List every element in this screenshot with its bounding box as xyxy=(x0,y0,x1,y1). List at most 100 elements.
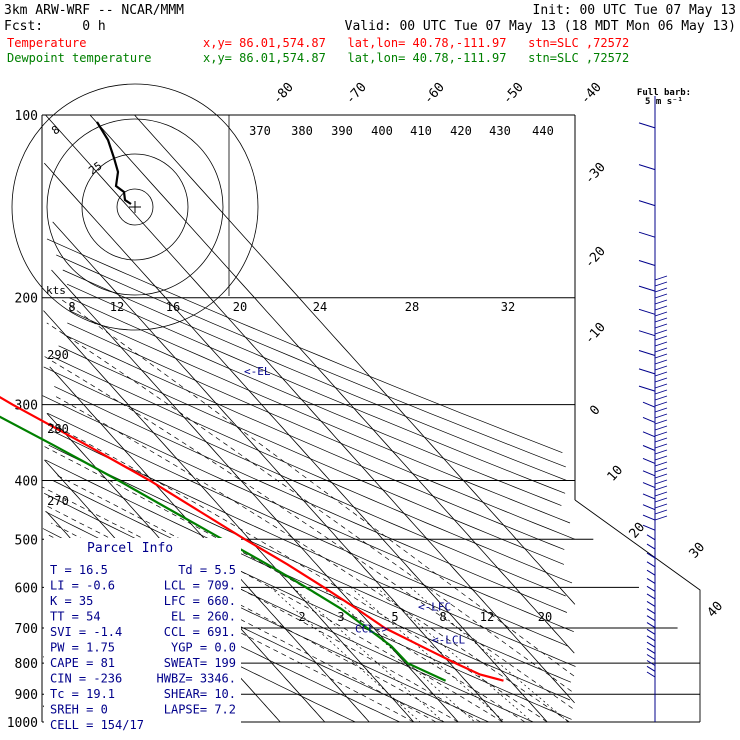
mixing-ratio-line xyxy=(292,587,444,723)
wind-barb xyxy=(654,299,668,305)
isotherm-tick-label: -20 xyxy=(582,244,609,271)
wind-barb xyxy=(654,275,668,281)
dry-adiabat xyxy=(49,429,576,667)
hodograph-ring xyxy=(46,118,224,296)
wind-barb xyxy=(654,449,668,455)
wind-barb xyxy=(654,329,668,335)
sounding-traces: <-EL <-LFC <-LCL CCL-> xyxy=(0,365,504,682)
mixing-ratio-tick-label: 3 xyxy=(337,610,344,624)
wind-barb xyxy=(642,416,656,423)
wind-barb xyxy=(654,317,668,323)
dry-adiabat xyxy=(63,334,565,550)
pressure-tick-label: 900 xyxy=(15,688,38,703)
wind-barb xyxy=(646,654,656,660)
parcel-info-panel: Parcel Info T = 16.5 Td = 5.5 LI = -0.6 LCL… xyxy=(44,538,241,732)
wind-barb xyxy=(646,585,656,592)
dry-adiabat xyxy=(69,310,571,524)
wind-barb xyxy=(642,445,656,451)
parcel-info-right-value: HWBZ= 3346. xyxy=(157,672,236,686)
wind-barb xyxy=(654,371,668,377)
wind-barb xyxy=(638,122,656,129)
isotherm-line xyxy=(44,162,548,723)
header: 3km ARW-WRF -- NCAR/MMM Init: 00 UTC Tue… xyxy=(4,3,736,107)
isotherm-tick-label: -60 xyxy=(421,80,448,107)
wind-barb xyxy=(654,443,668,449)
wind-barb xyxy=(646,660,656,666)
moist-adiabat xyxy=(46,421,548,723)
mixing-ratio-tick-label: 20 xyxy=(538,610,552,624)
pressure-tick-label: 500 xyxy=(15,533,38,548)
wind-barb xyxy=(646,647,656,654)
wind-barb xyxy=(646,600,656,607)
theta-tick-label: 420 xyxy=(450,124,472,138)
wind-barb xyxy=(654,503,668,509)
moist-adiabat xyxy=(41,444,526,723)
wind-barb xyxy=(654,485,668,491)
parcel-info-left-value: LI = -0.6 xyxy=(50,579,115,593)
isotherm-tick-label: -30 xyxy=(582,160,609,187)
theta-tick-label: 370 xyxy=(249,124,271,138)
dry-adiabat xyxy=(62,269,567,481)
isotherm-line xyxy=(43,310,415,723)
temperature-legend-info: x,y= 86.01,574.87 lat,lon= 40.78,-111.97… xyxy=(203,36,629,50)
parcel-info-right-value: EL = 260. xyxy=(171,610,236,624)
dry-adiabat xyxy=(48,444,572,683)
wind-barb xyxy=(654,479,668,485)
wind-barb xyxy=(654,473,668,479)
parcel-info-title: Parcel Info xyxy=(87,541,173,556)
theta-tick-label: 440 xyxy=(532,124,554,138)
wind-barb xyxy=(654,419,668,425)
pressure-tick-label: 800 xyxy=(15,657,38,672)
wind-barb xyxy=(654,383,668,389)
isotherm-tick-label: 30 xyxy=(687,540,709,562)
dewpoint-legend-label: Dewpoint temperature xyxy=(7,51,152,65)
mixing-ratio-line xyxy=(270,587,421,723)
wind-barb xyxy=(638,330,656,337)
mixing-ratio-tick-label: 12 xyxy=(480,610,494,624)
wind-barb xyxy=(642,431,656,438)
temperature-legend-label: Temperature xyxy=(7,36,86,50)
hodograph-units-label: kts xyxy=(46,284,66,297)
hodograph-center-cross xyxy=(129,201,141,213)
hodograph-ring xyxy=(116,188,154,226)
wind-barb xyxy=(646,608,656,615)
theta-tick-label: 290 xyxy=(47,348,69,362)
dry-adiabat xyxy=(43,366,566,597)
parcel-info-left-value: SREH = 0 xyxy=(50,703,108,717)
wind-barb xyxy=(654,341,668,347)
parcel-info-left-value: CELL = 154/17 xyxy=(50,718,144,732)
wind-barb xyxy=(654,395,668,401)
wind-barb xyxy=(654,425,668,431)
wind-barb xyxy=(654,287,668,293)
wind-barb xyxy=(646,641,656,648)
pressure-tick-label: 400 xyxy=(15,474,38,489)
wind-barb xyxy=(654,377,668,383)
isotherm-tick-label: -10 xyxy=(582,320,609,347)
wind-barb xyxy=(642,514,656,521)
wind-barb xyxy=(654,455,668,461)
pressure-tick-label: 200 xyxy=(15,292,38,307)
forecast-hour: Fcst: 0 h xyxy=(4,19,106,34)
wind-barb xyxy=(654,437,668,443)
isotherm-line xyxy=(51,269,459,723)
wind-barb xyxy=(646,593,656,600)
ccl-annotation: CCL-> xyxy=(355,623,388,636)
dry-adiabat xyxy=(54,386,568,613)
wind-barb xyxy=(638,260,656,266)
wind-barb xyxy=(646,635,656,642)
wind-barb xyxy=(654,359,668,365)
wind-barb xyxy=(654,365,668,371)
wind-barb xyxy=(638,385,656,392)
isotherm-line xyxy=(52,221,504,723)
wind-barb xyxy=(638,285,656,292)
theta-tick-label: 410 xyxy=(410,124,432,138)
parcel-info-left-value: CAPE = 81 xyxy=(50,656,115,670)
barb-legend-line2: 5 m s⁻¹ xyxy=(645,97,683,107)
wind-barb xyxy=(638,368,656,375)
wind-barb xyxy=(654,431,668,437)
wind-barb xyxy=(654,389,668,395)
parcel-info-left-value: K = 35 xyxy=(50,594,93,608)
wind-barb xyxy=(646,628,656,635)
wind-barb xyxy=(646,543,656,550)
dry-adiabat xyxy=(45,459,571,701)
